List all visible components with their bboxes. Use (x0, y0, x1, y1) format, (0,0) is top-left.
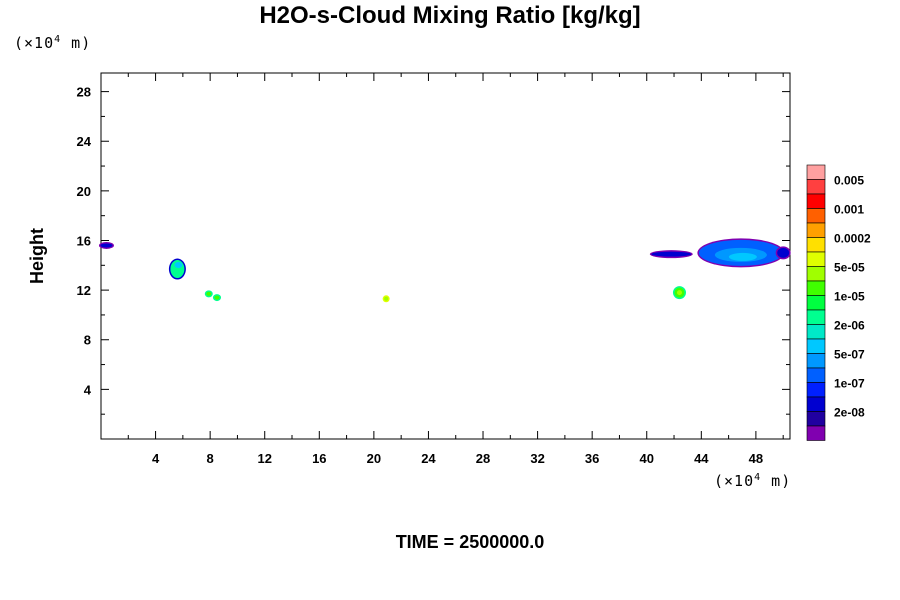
colorbar-segment (806, 179, 826, 195)
x-unit-exponent: 4 (754, 472, 762, 483)
x-tick-label: 48 (749, 451, 763, 466)
y-tick-label: 4 (84, 382, 92, 397)
x-tick-label: 44 (694, 451, 709, 466)
y-tick-label: 16 (77, 233, 91, 248)
x-tick-label: 36 (585, 451, 599, 466)
colorbar-label: 0.0002 (834, 232, 871, 246)
chart-title: H2O-s-Cloud Mixing Ratio [kg/kg] (259, 2, 641, 29)
colorbar-label: 2e-06 (834, 319, 865, 333)
colorbar-segment (806, 324, 826, 340)
y-unit-prefix: (×10 (14, 34, 55, 52)
colorbar-segment (806, 367, 826, 383)
cloud-feature (777, 247, 790, 258)
colorbar-segment (806, 251, 826, 267)
cloud-feature-core (676, 290, 682, 296)
cloud-features (98, 238, 791, 303)
colorbar-label: 0.001 (834, 203, 864, 217)
colorbar: 0.005 0.001 0.0002 5e-05 1e-05 2e-06 5e-07 1e-0… (806, 164, 871, 441)
colorbar-segment (806, 280, 826, 296)
colorbar-segment (806, 237, 826, 253)
y-tick-label: 20 (77, 184, 91, 199)
colorbar-segment (806, 396, 826, 412)
x-tick-label: 4 (152, 451, 160, 466)
x-tick-label: 40 (640, 451, 654, 466)
cloud-feature-core-inner (728, 252, 757, 261)
colorbar-segment (806, 353, 826, 369)
colorbar-label: 2e-08 (834, 406, 865, 420)
colorbar-label: 0.005 (834, 174, 864, 188)
x-unit-suffix: m) (761, 472, 792, 490)
x-tick-label: 24 (421, 451, 436, 466)
y-axis-unit: (×104 m) (14, 34, 91, 52)
colorbar-segment (806, 193, 826, 209)
cloud-feature (206, 291, 212, 296)
x-tick-label: 32 (530, 451, 544, 466)
colorbar-segment (806, 266, 826, 282)
cloud-feature (651, 251, 692, 257)
cloud-feature (214, 295, 220, 300)
colorbar-segment (806, 411, 826, 427)
colorbar-segment (806, 338, 826, 354)
colorbar-segment (806, 425, 826, 441)
y-unit-exponent: 4 (54, 34, 62, 45)
time-label: TIME = 2500000.0 (395, 532, 545, 552)
x-tick-label: 28 (476, 451, 490, 466)
cloud-feature-core (174, 262, 183, 269)
y-tick-label: 24 (77, 134, 92, 149)
colorbar-segment (806, 295, 826, 311)
colorbar-label: 5e-07 (834, 348, 865, 362)
cloud-feature (384, 296, 389, 301)
y-axis-ticks: 4 8 12 16 20 24 28 (77, 85, 790, 415)
x-tick-label: 12 (257, 451, 271, 466)
x-unit-prefix: (×10 (714, 472, 755, 490)
x-tick-label: 16 (312, 451, 326, 466)
x-axis-unit: (×104 m) (714, 472, 791, 490)
colorbar-segment (806, 164, 826, 180)
colorbar-segment (806, 222, 826, 238)
colorbar-segment (806, 309, 826, 325)
colorbar-label: 5e-05 (834, 261, 865, 275)
cloud-feature (100, 243, 113, 248)
x-axis-ticks: 4 8 12 16 20 24 28 32 36 40 44 48 (127, 73, 784, 466)
colorbar-label: 1e-05 (834, 290, 865, 304)
y-tick-label: 12 (77, 283, 91, 298)
x-tick-label: 8 (207, 451, 214, 466)
x-tick-label: 20 (367, 451, 381, 466)
colorbar-label: 1e-07 (834, 377, 865, 391)
y-tick-label: 8 (84, 333, 91, 348)
colorbar-segment (806, 382, 826, 398)
y-tick-label: 28 (77, 85, 91, 100)
colorbar-segment (806, 208, 826, 224)
y-unit-suffix: m) (61, 34, 92, 52)
